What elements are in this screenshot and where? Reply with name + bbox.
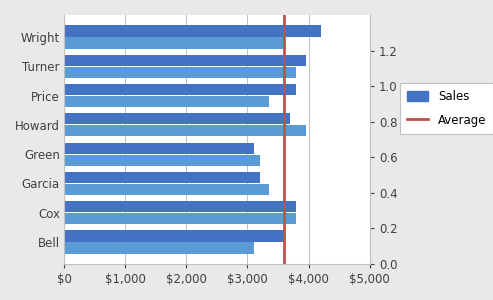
Bar: [64, 184, 269, 195]
Bar: [64, 55, 306, 66]
Bar: [64, 96, 269, 107]
Bar: [64, 154, 260, 166]
Bar: [64, 142, 253, 154]
Bar: [64, 125, 306, 136]
Bar: [64, 84, 296, 95]
Bar: [64, 113, 290, 124]
Bar: [64, 213, 296, 224]
Bar: [64, 67, 296, 78]
Bar: [64, 201, 296, 212]
Bar: [64, 242, 253, 253]
Bar: [64, 230, 284, 242]
Bar: [64, 38, 284, 49]
Bar: [64, 26, 321, 37]
Bar: [64, 172, 260, 183]
Legend: Sales, Average: Sales, Average: [400, 83, 493, 134]
